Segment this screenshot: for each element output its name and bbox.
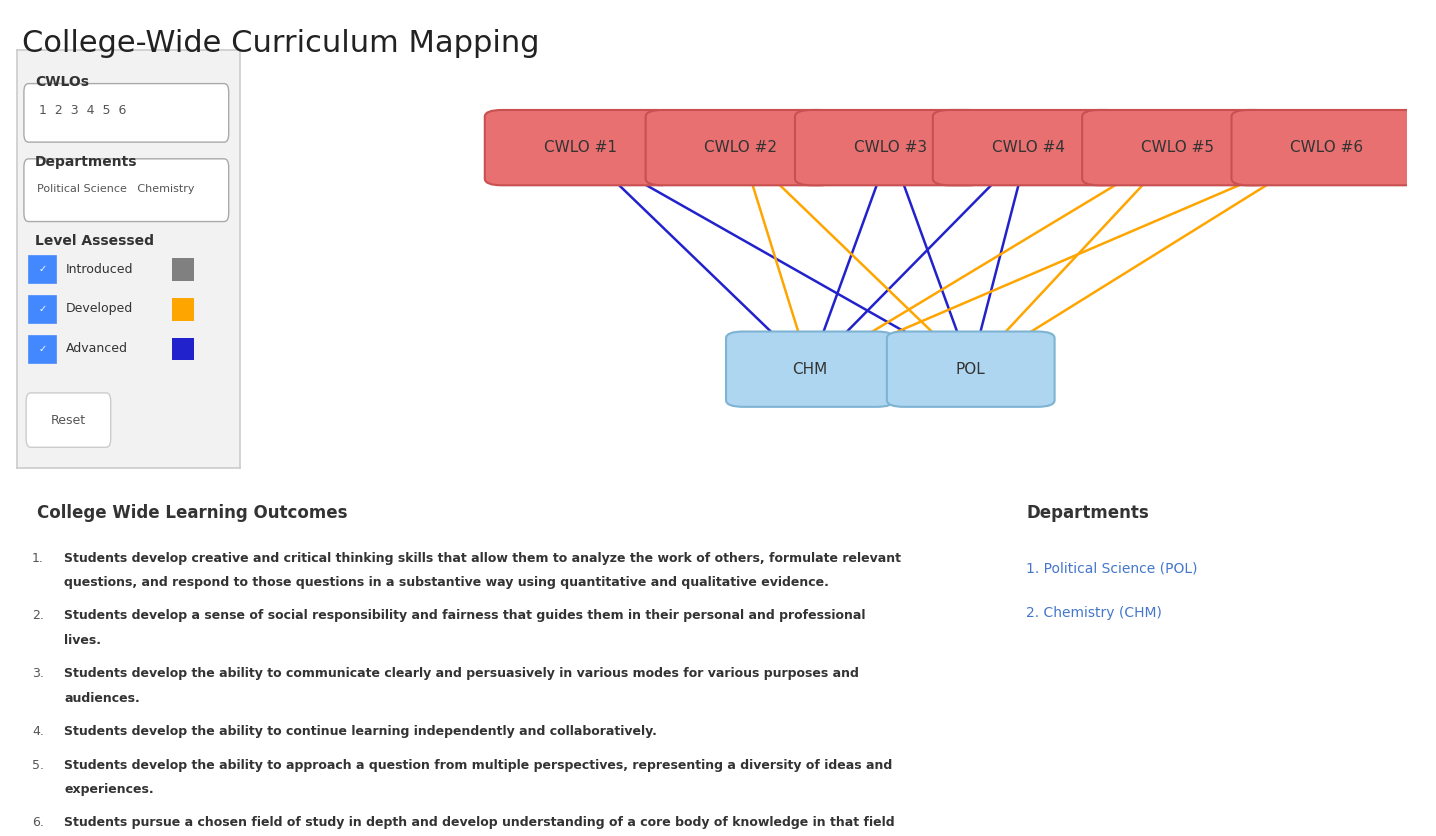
Text: CWLO #5: CWLO #5	[1142, 140, 1213, 155]
FancyBboxPatch shape	[796, 110, 985, 186]
Text: CHM: CHM	[793, 362, 827, 377]
Text: Students develop a sense of social responsibility and fairness that guides them : Students develop a sense of social respo…	[65, 609, 866, 623]
Text: Departments: Departments	[1025, 503, 1149, 522]
FancyBboxPatch shape	[24, 84, 228, 142]
FancyBboxPatch shape	[172, 258, 194, 281]
Text: 4.: 4.	[32, 726, 43, 738]
Text: College Wide Learning Outcomes: College Wide Learning Outcomes	[37, 503, 348, 522]
FancyBboxPatch shape	[1232, 110, 1422, 186]
FancyBboxPatch shape	[30, 257, 56, 283]
FancyBboxPatch shape	[172, 298, 194, 321]
Text: CWLO #6: CWLO #6	[1291, 140, 1363, 155]
FancyBboxPatch shape	[485, 110, 675, 186]
Text: experiences.: experiences.	[65, 783, 154, 796]
Text: 1.: 1.	[32, 552, 43, 564]
Text: lives.: lives.	[65, 635, 101, 647]
Text: Advanced: Advanced	[66, 342, 128, 355]
Text: CWLO #1: CWLO #1	[544, 140, 616, 155]
FancyBboxPatch shape	[24, 159, 228, 222]
Text: 3.: 3.	[32, 667, 43, 681]
FancyBboxPatch shape	[727, 332, 893, 407]
Text: Reset: Reset	[50, 414, 86, 426]
Text: 1  2  3  4  5  6: 1 2 3 4 5 6	[40, 104, 126, 117]
Text: 6.: 6.	[32, 817, 43, 829]
Text: Students develop the ability to continue learning independently and collaborativ: Students develop the ability to continue…	[65, 726, 658, 738]
Text: questions, and respond to those questions in a substantive way using quantitativ: questions, and respond to those question…	[65, 576, 829, 589]
Text: ✓: ✓	[39, 304, 47, 314]
Text: Students develop creative and critical thinking skills that allow them to analyz: Students develop creative and critical t…	[65, 552, 902, 564]
Text: 2. Chemistry (CHM): 2. Chemistry (CHM)	[1025, 606, 1162, 620]
Text: Students develop the ability to approach a question from multiple perspectives, : Students develop the ability to approach…	[65, 758, 892, 772]
FancyBboxPatch shape	[30, 296, 56, 324]
Text: CWLOs: CWLOs	[34, 75, 89, 89]
Text: 2.: 2.	[32, 609, 43, 623]
FancyBboxPatch shape	[30, 336, 56, 363]
Text: Developed: Developed	[66, 303, 134, 315]
FancyBboxPatch shape	[1083, 110, 1272, 186]
Text: 5.: 5.	[32, 758, 45, 772]
FancyBboxPatch shape	[646, 110, 836, 186]
Text: College-Wide Curriculum Mapping: College-Wide Curriculum Mapping	[22, 29, 538, 59]
FancyBboxPatch shape	[933, 110, 1123, 186]
FancyBboxPatch shape	[26, 393, 111, 447]
FancyBboxPatch shape	[887, 332, 1054, 407]
Text: ✓: ✓	[39, 344, 47, 354]
Text: Students pursue a chosen field of study in depth and develop understanding of a : Students pursue a chosen field of study …	[65, 817, 895, 829]
FancyBboxPatch shape	[172, 338, 194, 360]
Text: Introduced: Introduced	[66, 263, 134, 276]
Text: POL: POL	[956, 362, 985, 377]
Text: audiences.: audiences.	[65, 692, 139, 705]
Text: Departments: Departments	[34, 155, 138, 169]
Text: CWLO #3: CWLO #3	[854, 140, 926, 155]
Text: 1. Political Science (POL): 1. Political Science (POL)	[1025, 562, 1198, 576]
Text: CWLO #4: CWLO #4	[992, 140, 1064, 155]
Text: Political Science   Chemistry: Political Science Chemistry	[37, 184, 195, 194]
Text: Students develop the ability to communicate clearly and persuasively in various : Students develop the ability to communic…	[65, 667, 859, 681]
Text: CWLO #2: CWLO #2	[705, 140, 777, 155]
Text: Level Assessed: Level Assessed	[34, 234, 154, 248]
Text: ✓: ✓	[39, 264, 47, 274]
